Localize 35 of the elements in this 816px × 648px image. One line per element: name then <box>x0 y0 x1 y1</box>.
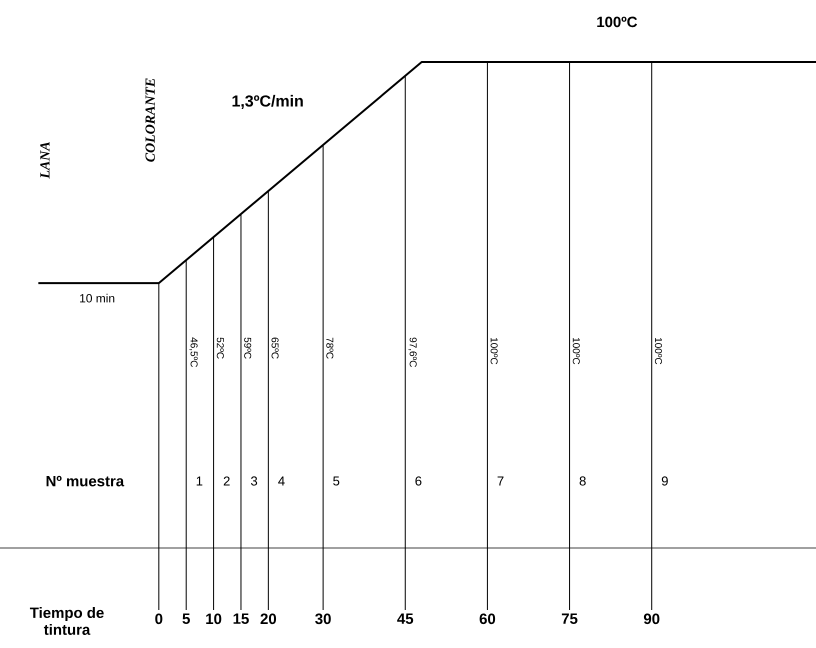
annotation: 1,3ºC/min <box>232 94 303 109</box>
annotation: 10 min <box>80 294 114 302</box>
x-tick-label: 30 <box>315 614 331 624</box>
annotation: 3 <box>250 476 258 486</box>
ref-line-label: 100ºC <box>490 338 498 364</box>
annotation: 1 <box>196 476 202 486</box>
x-tick-label: 20 <box>260 614 276 624</box>
annotation: 5 <box>333 476 340 486</box>
annotation: 4 <box>278 476 285 486</box>
x-axis-title: Tiempo de tintura <box>30 607 104 635</box>
x-tick-label: 45 <box>397 614 414 624</box>
annotation: Nº muestra <box>46 476 124 486</box>
x-tick-label: 10 <box>206 614 222 624</box>
annotation: COLORANTE <box>145 78 155 162</box>
ref-line-label: 78ºC <box>326 338 334 359</box>
annotation: 6 <box>415 476 422 486</box>
x-tick-label: 5 <box>182 614 190 624</box>
annotation: LANA <box>40 142 50 179</box>
x-tick-label: 0 <box>155 614 162 624</box>
x-tick-label: 60 <box>480 614 496 624</box>
x-tick-label: 75 <box>562 614 578 624</box>
annotation: 9 <box>662 476 668 486</box>
ref-line-label: 59ºC <box>244 338 252 359</box>
ref-line-label: 100ºC <box>654 338 662 364</box>
annotation: 7 <box>498 476 504 486</box>
annotation: 8 <box>580 476 586 486</box>
ref-line-label: 65ºC <box>272 338 279 359</box>
annotation: 2 <box>224 476 230 486</box>
ref-line-label: 100ºC <box>572 338 580 364</box>
text: 100ºC <box>597 16 638 28</box>
x-tick-label: 90 <box>644 614 660 624</box>
x-tick-label: 15 <box>234 614 249 624</box>
ref-line-label: 46,5ºC <box>189 337 198 368</box>
ref-line-label: 97,6ºC <box>408 338 417 368</box>
ref-line-label: 52ºC <box>216 338 224 359</box>
